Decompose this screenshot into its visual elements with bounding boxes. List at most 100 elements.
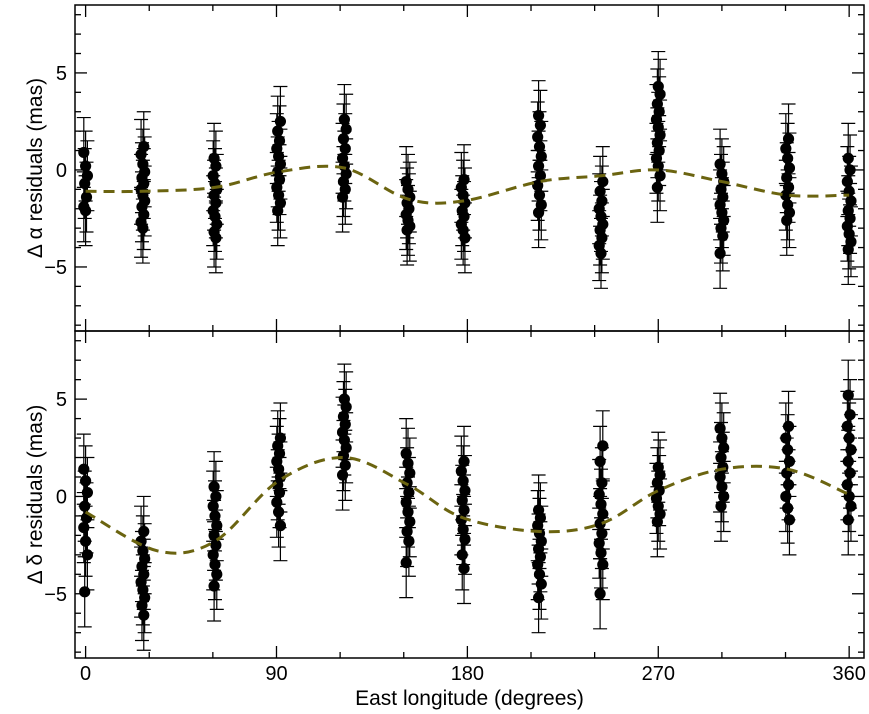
data-point <box>80 535 92 547</box>
data-point <box>138 609 150 621</box>
y-tick-label: 0 <box>56 160 67 182</box>
data-point <box>210 539 222 551</box>
data-point <box>595 247 607 259</box>
data-point <box>535 578 547 590</box>
data-cluster <box>713 128 731 289</box>
data-point <box>845 500 857 512</box>
data-point <box>456 494 468 506</box>
data-point <box>339 459 351 471</box>
data-point <box>400 496 412 508</box>
data-point <box>402 457 414 469</box>
data-point <box>457 475 469 487</box>
data-point <box>532 207 545 219</box>
data-cluster <box>649 50 668 223</box>
data-point <box>654 170 666 182</box>
data-point <box>842 243 854 256</box>
data-point <box>595 498 607 510</box>
data-point <box>455 465 467 477</box>
data-cluster <box>399 146 417 266</box>
data-point <box>273 486 286 499</box>
data-point <box>714 422 726 434</box>
data-cluster <box>76 116 95 247</box>
data-point <box>209 558 221 571</box>
data-cluster <box>335 83 354 233</box>
data-point <box>533 141 546 153</box>
data-point <box>337 449 350 462</box>
data-point <box>595 547 607 559</box>
data-point <box>457 523 469 536</box>
y-tick-label: −5 <box>44 257 67 279</box>
data-point <box>532 179 544 192</box>
data-point <box>78 463 90 475</box>
y-axis-label: Δ δ residuals (mas) <box>24 405 47 585</box>
data-point <box>597 558 609 571</box>
data-point <box>594 588 606 600</box>
data-point <box>782 152 794 164</box>
data-point <box>716 432 728 444</box>
data-point <box>715 500 727 512</box>
model-curve <box>84 456 850 555</box>
data-point <box>533 568 546 580</box>
data-point <box>271 496 283 508</box>
y-tick-label: 5 <box>56 63 67 85</box>
data-point <box>207 500 219 512</box>
data-point <box>137 222 149 234</box>
data-point <box>80 475 92 487</box>
data-cluster <box>713 392 731 542</box>
top-panel: −5 0 5 Δ α residuals (mas) <box>24 4 865 332</box>
data-cluster <box>269 402 288 562</box>
data-point <box>402 506 414 518</box>
data-point <box>459 232 471 244</box>
data-point <box>651 181 663 194</box>
data-point <box>714 247 726 259</box>
data-cluster <box>206 451 224 622</box>
data-point <box>81 549 94 561</box>
data-cluster <box>840 359 858 556</box>
data-point <box>594 518 606 530</box>
data-point <box>842 152 854 164</box>
data-cluster <box>592 146 610 289</box>
data-point <box>208 481 220 493</box>
data-point <box>716 481 728 493</box>
data-point <box>651 516 663 528</box>
data-point <box>79 177 91 190</box>
data-point <box>401 525 413 538</box>
data-point <box>714 471 726 483</box>
data-point <box>401 224 413 236</box>
data-point <box>594 455 606 468</box>
data-point <box>456 549 468 561</box>
x-tick-label: 180 <box>451 663 484 685</box>
data-cluster <box>206 122 224 274</box>
data-point <box>842 514 854 526</box>
data-point <box>780 490 792 503</box>
data-point <box>458 562 470 575</box>
data-point <box>210 232 222 244</box>
data-point <box>207 549 219 561</box>
data-point <box>783 514 796 526</box>
data-point <box>593 537 605 549</box>
y-tick-label: 0 <box>56 486 67 508</box>
data-point <box>400 557 412 569</box>
model-curve <box>85 164 850 205</box>
data-point <box>79 586 91 598</box>
data-point <box>80 205 92 217</box>
data-point <box>717 230 729 242</box>
x-tick-label: 0 <box>80 663 91 685</box>
y-tick-label: 5 <box>56 389 67 411</box>
data-point <box>593 488 605 501</box>
data-point <box>781 214 793 226</box>
data-point <box>136 599 148 612</box>
x-tick-label: 270 <box>642 663 675 685</box>
data-point <box>458 504 470 516</box>
data-point <box>273 506 285 518</box>
data-cluster <box>778 103 797 256</box>
data-point <box>459 533 471 545</box>
data-point <box>209 510 221 522</box>
data-point <box>338 113 350 126</box>
y-axis-label: Δ α residuals (mas) <box>24 78 47 258</box>
data-point <box>80 160 92 172</box>
data-point <box>78 146 90 159</box>
data-cluster <box>840 122 858 286</box>
data-point <box>336 469 349 481</box>
